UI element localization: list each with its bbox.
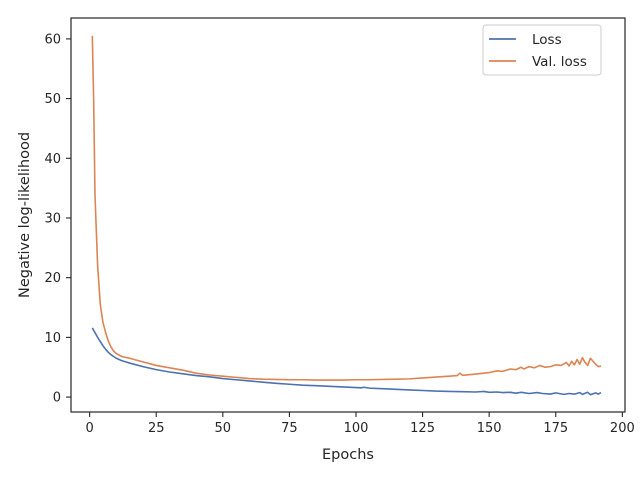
y-tick-label: 30 [44,211,61,226]
series-line-val-loss [91,35,602,381]
y-tick-label: 40 [44,152,61,167]
legend-box [482,24,602,76]
x-tick-label: 200 [610,421,635,436]
x-tick-label: 175 [543,421,568,436]
x-tick-label: 75 [281,421,298,436]
y-tick-label: 0 [53,391,61,406]
plot-area [70,17,626,413]
x-tick-label: 150 [477,421,502,436]
y-tick-label: 20 [44,271,61,286]
y-axis-ticks: 0 10 20 30 40 50 60 [44,32,71,406]
y-tick-label: 10 [44,331,61,346]
x-axis-label: Epochs [322,447,374,463]
x-axis-ticks: 0 25 50 75 100 125 150 175 200 [86,412,635,436]
x-tick-label: 100 [344,421,369,436]
legend-entry-label: Val. loss [532,54,587,70]
x-tick-label: 125 [410,421,435,436]
x-tick-label: 50 [215,421,232,436]
legend-entry-label: Loss [532,32,562,48]
legend: Loss Val. loss [482,24,602,76]
series-line-loss [91,327,602,396]
y-tick-label: 50 [44,92,61,107]
axes-frame [70,17,626,413]
y-axis-label: Negative log-likelihood [17,132,33,298]
x-tick-label: 0 [86,421,94,436]
x-tick-label: 25 [148,421,165,436]
y-tick-label: 60 [44,32,61,47]
